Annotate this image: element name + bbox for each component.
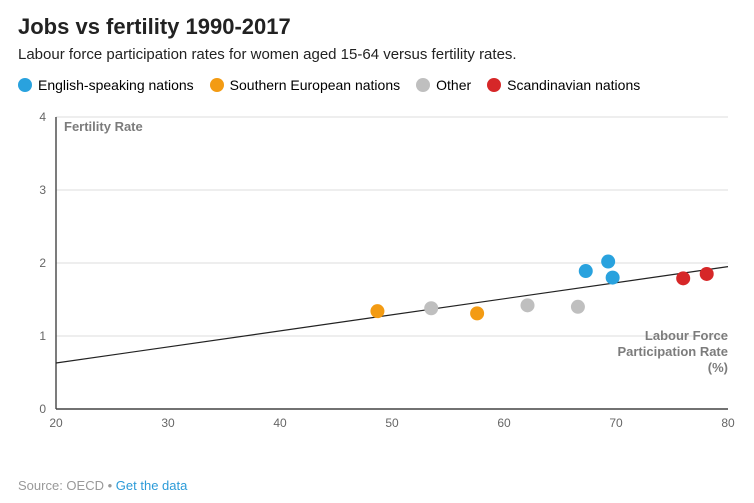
data-point <box>676 271 690 285</box>
legend: English-speaking nations Southern Europea… <box>18 77 736 93</box>
legend-swatch <box>18 78 32 92</box>
y-tick-label: 0 <box>39 402 46 416</box>
y-axis-title: Fertility Rate <box>64 119 143 134</box>
separator: • <box>108 478 116 493</box>
chart-footer: Source: OECD • Get the data <box>18 478 187 493</box>
data-point <box>424 301 438 315</box>
source-label: Source: OECD <box>18 478 104 493</box>
data-point <box>470 306 484 320</box>
x-tick-label: 50 <box>385 416 399 430</box>
chart-title: Jobs vs fertility 1990-2017 <box>18 14 736 40</box>
x-tick-label: 40 <box>273 416 287 430</box>
legend-label: Other <box>436 77 471 93</box>
legend-label: Southern European nations <box>230 77 400 93</box>
legend-item: Scandinavian nations <box>487 77 640 93</box>
get-data-link[interactable]: Get the data <box>116 478 188 493</box>
x-axis-title: Participation Rate <box>617 344 728 359</box>
legend-swatch <box>210 78 224 92</box>
legend-label: English-speaking nations <box>38 77 194 93</box>
y-tick-label: 1 <box>39 329 46 343</box>
legend-item: Other <box>416 77 471 93</box>
x-tick-label: 60 <box>497 416 511 430</box>
legend-item: Southern European nations <box>210 77 400 93</box>
data-point <box>521 298 535 312</box>
data-point <box>700 267 714 281</box>
legend-item: English-speaking nations <box>18 77 194 93</box>
x-tick-label: 70 <box>609 416 623 430</box>
x-axis-title: (%) <box>708 360 728 375</box>
data-point <box>601 255 615 269</box>
x-tick-label: 80 <box>721 416 735 430</box>
data-point <box>370 304 384 318</box>
legend-swatch <box>416 78 430 92</box>
data-point <box>579 264 593 278</box>
x-tick-label: 20 <box>49 416 63 430</box>
legend-label: Scandinavian nations <box>507 77 640 93</box>
y-tick-label: 3 <box>39 183 46 197</box>
data-point <box>571 300 585 314</box>
x-axis-title: Labour Force <box>645 328 728 343</box>
x-tick-label: 30 <box>161 416 175 430</box>
scatter-chart: 0 1 2 3 4 20 30 40 50 60 70 80 Fertility Rate Labour … <box>18 107 736 442</box>
chart-subtitle: Labour force participation rates for wom… <box>18 46 736 63</box>
data-point <box>606 271 620 285</box>
y-tick-label: 2 <box>39 256 46 270</box>
y-tick-label: 4 <box>39 110 46 124</box>
legend-swatch <box>487 78 501 92</box>
